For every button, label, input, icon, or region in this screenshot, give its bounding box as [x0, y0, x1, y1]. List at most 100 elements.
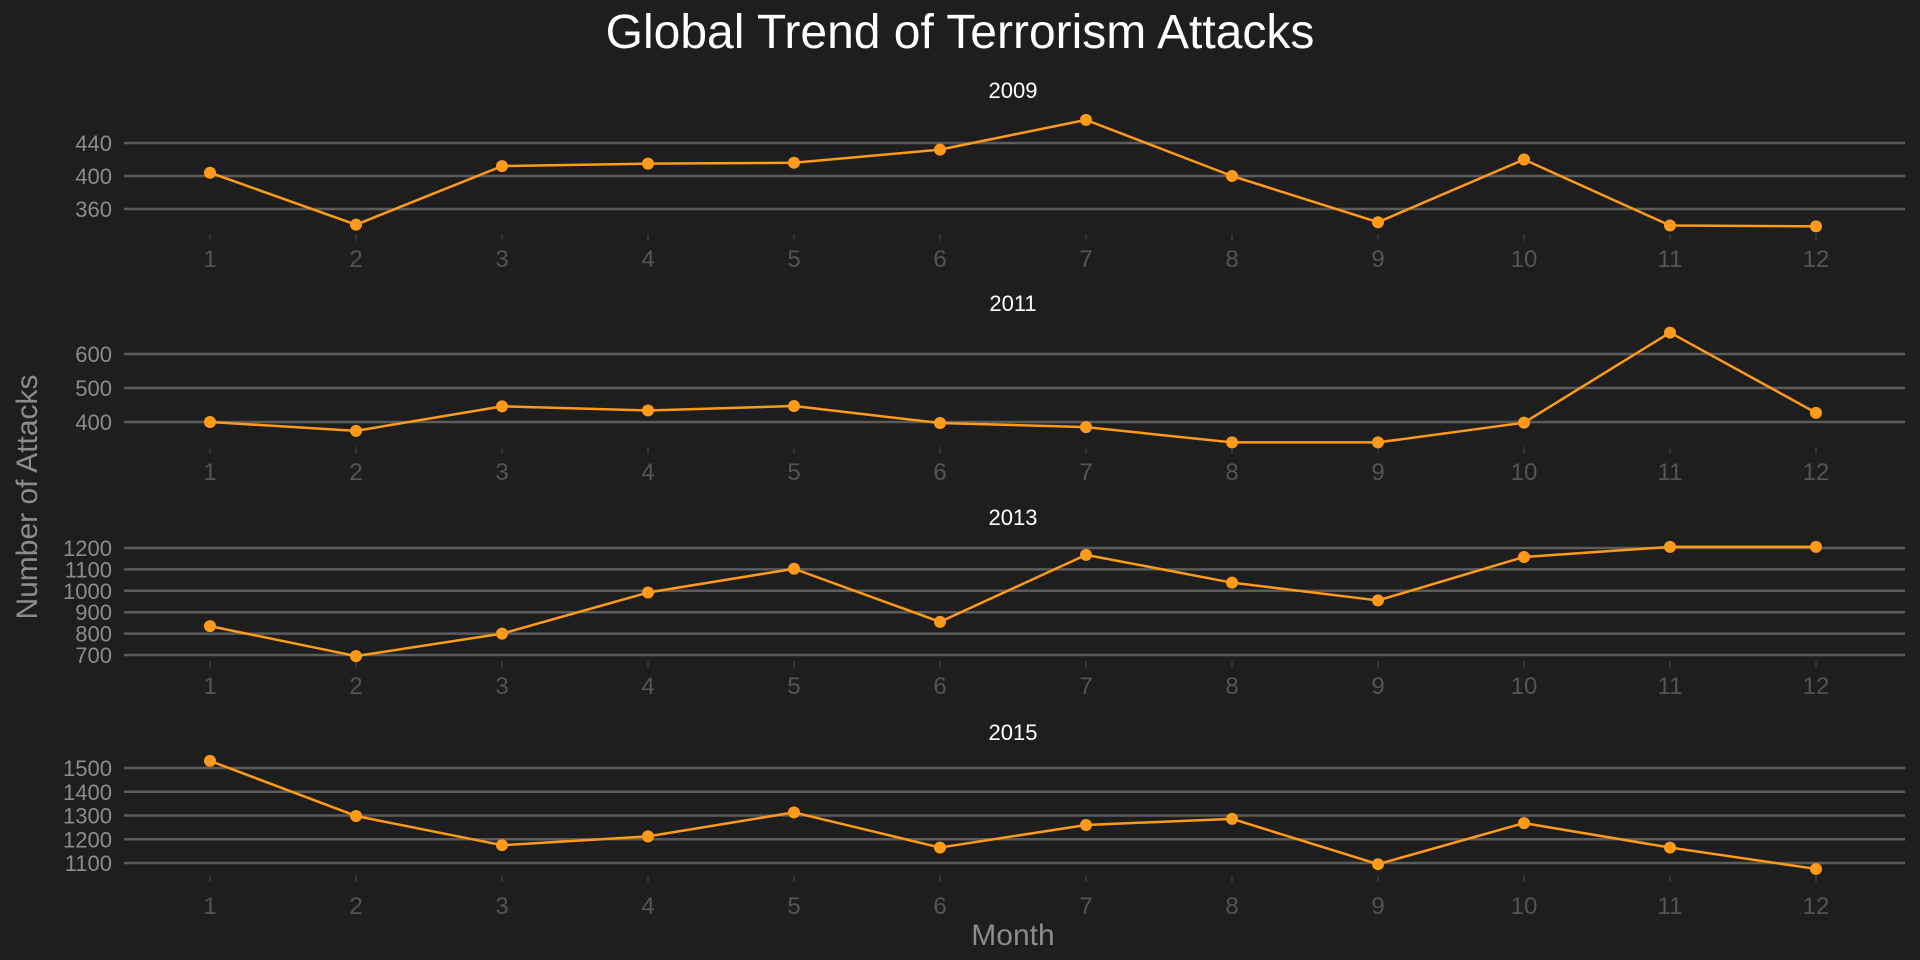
- y-tick-label: 440: [75, 131, 112, 156]
- x-tick-label: 10: [1511, 459, 1538, 486]
- x-tick-label: 11: [1658, 673, 1683, 700]
- data-point: [350, 650, 362, 663]
- data-point: [1226, 170, 1238, 182]
- x-tick-label: 8: [1225, 673, 1238, 700]
- x-tick-label: 1: [203, 893, 216, 920]
- x-tick-label: 12: [1803, 459, 1830, 486]
- x-tick-label: 5: [787, 459, 800, 486]
- y-tick-label: 1300: [63, 804, 112, 829]
- y-tick-label: 1400: [63, 780, 112, 805]
- x-tick-label: 11: [1658, 246, 1683, 273]
- x-tick-label: 2: [349, 246, 362, 273]
- y-tick-label: 1500: [63, 756, 112, 781]
- data-point: [496, 627, 508, 640]
- x-tick-label: 9: [1371, 459, 1384, 486]
- x-tick-label: 8: [1225, 893, 1238, 920]
- data-point: [496, 839, 508, 852]
- x-tick-label: 12: [1803, 893, 1830, 920]
- y-tick-label: 1100: [65, 557, 112, 582]
- data-point: [1372, 858, 1384, 871]
- data-point: [204, 620, 216, 633]
- data-point: [1810, 406, 1822, 419]
- x-tick-label: 8: [1225, 459, 1238, 486]
- x-tick-label: 6: [933, 673, 946, 700]
- x-tick-label: 10: [1511, 673, 1538, 700]
- data-point: [1810, 862, 1822, 875]
- data-point: [1080, 113, 1092, 126]
- data-point: [350, 424, 362, 437]
- x-tick-label: 9: [1371, 893, 1384, 920]
- x-tick-label: 4: [641, 893, 654, 920]
- data-point: [1372, 594, 1384, 607]
- y-tick-label: 360: [75, 197, 112, 222]
- data-point: [1518, 550, 1530, 563]
- y-tick-label: 400: [75, 410, 112, 435]
- x-tick-label: 4: [641, 246, 654, 273]
- data-point: [1810, 540, 1822, 553]
- series-line-2015: [209, 759, 1817, 871]
- x-tick-label: 7: [1079, 893, 1092, 920]
- y-tick-label: 400: [75, 164, 112, 189]
- series-line-2009: [209, 118, 1817, 228]
- x-tick-label: 6: [933, 459, 946, 486]
- data-point: [788, 400, 800, 413]
- data-point: [934, 615, 946, 628]
- x-tick-label: 7: [1079, 459, 1092, 486]
- data-point: [788, 156, 800, 169]
- data-point: [1664, 841, 1676, 854]
- y-tick-label: 600: [75, 342, 112, 367]
- data-point: [642, 157, 654, 170]
- x-tick-label: 3: [495, 459, 508, 486]
- data-point: [934, 143, 946, 156]
- y-axis-label: Number of Attacks: [11, 374, 44, 619]
- panel-title: 2015: [989, 720, 1038, 745]
- y-tick-label: 1100: [65, 851, 112, 876]
- x-tick-label: 3: [495, 893, 508, 920]
- panel-title: 2009: [989, 78, 1038, 103]
- x-tick-label: 5: [787, 246, 800, 273]
- data-point: [1372, 436, 1384, 449]
- y-tick-label: 1200: [63, 536, 112, 561]
- data-point: [1518, 416, 1530, 429]
- data-point: [1226, 436, 1238, 449]
- series-line-2013: [209, 545, 1816, 658]
- x-tick-label: 7: [1079, 246, 1092, 273]
- x-tick-label: 12: [1803, 673, 1830, 700]
- x-tick-label: 6: [933, 893, 946, 920]
- x-tick-label: 5: [787, 893, 800, 920]
- chart-title: Global Trend of Terrorism Attacks: [606, 6, 1315, 59]
- y-tick-label: 800: [75, 622, 112, 647]
- x-tick-label: 9: [1371, 673, 1384, 700]
- x-tick-label: 11: [1658, 459, 1683, 486]
- x-tick-label: 10: [1511, 893, 1538, 920]
- y-tick-label: 900: [75, 600, 112, 625]
- data-point: [642, 404, 654, 417]
- x-tick-label: 2: [349, 893, 362, 920]
- data-point: [204, 166, 216, 179]
- data-point: [788, 562, 800, 575]
- x-tick-label: 8: [1225, 246, 1238, 273]
- x-tick-label: 11: [1658, 893, 1683, 920]
- x-tick-label: 4: [641, 459, 654, 486]
- x-tick-label: 1: [203, 459, 216, 486]
- x-tick-label: 1: [203, 246, 216, 273]
- data-point: [1372, 216, 1384, 229]
- x-tick-label: 3: [495, 246, 508, 273]
- x-tick-label: 2: [349, 459, 362, 486]
- panel-title: 2011: [989, 291, 1036, 316]
- data-point: [1664, 219, 1676, 232]
- x-tick-label: 2: [349, 673, 362, 700]
- x-axis-label: Month: [971, 919, 1054, 952]
- data-point: [788, 806, 800, 819]
- y-tick-label: 500: [75, 376, 112, 401]
- series-line-2011: [209, 331, 1817, 444]
- y-tick-label: 1000: [63, 579, 112, 604]
- data-point: [1080, 819, 1092, 831]
- data-point: [1810, 220, 1822, 233]
- x-tick-label: 10: [1511, 246, 1538, 273]
